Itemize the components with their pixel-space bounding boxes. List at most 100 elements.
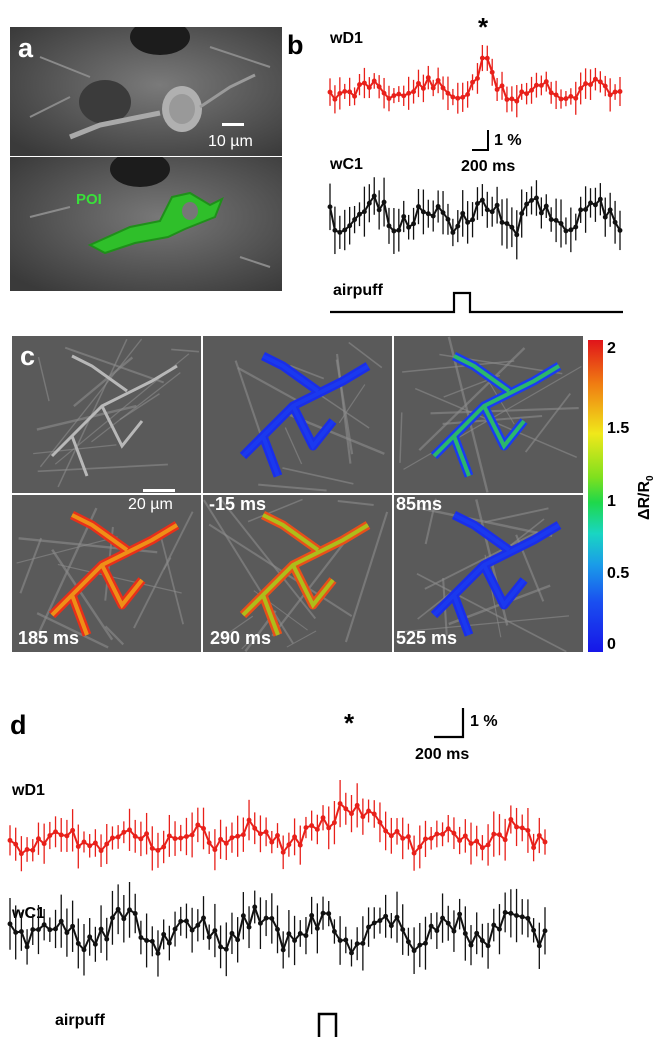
trace-point xyxy=(189,927,195,933)
trace-point xyxy=(115,906,121,912)
trace-point xyxy=(360,940,366,946)
trace-point xyxy=(81,839,87,845)
trace-point xyxy=(445,216,451,222)
trace-point xyxy=(489,209,495,215)
trace-point xyxy=(519,914,525,920)
trace-point xyxy=(349,811,354,817)
trace-point xyxy=(347,89,353,95)
trace-point xyxy=(558,221,564,226)
trace-point xyxy=(536,943,542,949)
trace-point xyxy=(451,830,457,836)
trace-point xyxy=(371,920,377,926)
trace-point xyxy=(109,915,115,921)
trace-point xyxy=(229,835,235,841)
trace-point xyxy=(411,948,417,954)
trace-point xyxy=(394,828,400,834)
colorbar-label: ΔR/R0 xyxy=(636,475,656,520)
trace-point xyxy=(440,915,446,921)
trace-point xyxy=(607,92,613,98)
trace-point xyxy=(405,939,411,945)
trace-point xyxy=(578,207,584,213)
trace-point xyxy=(166,940,172,946)
trace-point xyxy=(178,835,184,841)
panel-d-wc1-trace xyxy=(7,881,548,977)
trace-point xyxy=(357,211,362,217)
trace-point xyxy=(462,931,468,936)
trace-point xyxy=(366,85,372,91)
trace-point xyxy=(127,827,132,833)
trace-point xyxy=(218,836,224,842)
trace-point xyxy=(357,82,362,88)
trace-point xyxy=(98,848,104,854)
trace-point xyxy=(612,219,618,225)
trace-point xyxy=(386,223,392,229)
trace-point xyxy=(430,85,436,91)
trace-point xyxy=(361,209,367,215)
trace-point xyxy=(435,204,441,209)
trace-point xyxy=(508,910,514,916)
trace-point xyxy=(166,833,172,839)
panel-c-letter: c xyxy=(20,341,36,371)
panel-b-wd1-label: wD1 xyxy=(330,30,363,47)
trace-point xyxy=(257,831,263,837)
trace-point xyxy=(445,90,451,96)
frame-time-2: 85ms xyxy=(396,494,443,514)
trace-point xyxy=(337,938,343,943)
trace-point xyxy=(41,841,47,847)
trace-point xyxy=(24,944,30,950)
panel-a-bottom-micrograph xyxy=(10,157,282,291)
trace-point xyxy=(434,928,440,934)
panel-d-wd1-label: wD1 xyxy=(12,782,45,799)
trace-point xyxy=(371,78,377,84)
trace-point xyxy=(297,931,303,936)
trace-point xyxy=(455,223,461,229)
trace-point xyxy=(132,911,138,916)
trace-point xyxy=(428,923,434,929)
trace-point xyxy=(115,834,121,840)
trace-point xyxy=(18,929,24,934)
colorbar-tick-1.5: 1.5 xyxy=(607,420,630,437)
panel-d-scale-vertical: 1 % xyxy=(470,713,498,730)
trace-point xyxy=(479,938,485,944)
panel-a-scale-label: 10 µm xyxy=(208,133,253,150)
panel-c-micrographs xyxy=(12,336,583,653)
trace-point xyxy=(400,927,406,933)
trace-point xyxy=(376,84,382,90)
trace-point xyxy=(455,95,461,101)
trace-point xyxy=(423,940,428,946)
colorbar-label-sub: 0 xyxy=(645,475,657,481)
trace-point xyxy=(420,209,426,215)
trace-point xyxy=(70,827,76,833)
trace-point xyxy=(450,94,456,100)
trace-point xyxy=(465,219,471,225)
trace-point xyxy=(514,913,519,919)
trace-point xyxy=(531,927,537,933)
panel-a-image-top: 10 µm xyxy=(10,27,282,156)
trace-point xyxy=(391,228,397,234)
trace-point xyxy=(396,91,402,97)
panel-d-airpuff-label: airpuff xyxy=(55,1012,105,1029)
trace-point xyxy=(425,211,431,217)
panel-b-scalebar xyxy=(472,130,489,151)
trace-point xyxy=(252,904,258,910)
panel-d-scalebar xyxy=(434,708,465,739)
trace-point xyxy=(41,922,47,928)
trace-point xyxy=(460,94,466,100)
trace-point xyxy=(425,75,431,81)
trace-point xyxy=(172,836,178,842)
trace-point xyxy=(263,915,269,921)
colorbar xyxy=(588,340,603,652)
trace-point xyxy=(440,85,446,91)
trace-point xyxy=(183,918,189,924)
trace-point xyxy=(92,840,98,846)
trace-point xyxy=(303,933,309,939)
trace-point xyxy=(342,88,348,94)
panel-c-scale-label: 20 µm xyxy=(128,496,173,513)
panel-b-airpuff-label: airpuff xyxy=(333,282,383,299)
frame-time-5: 525 ms xyxy=(396,628,458,648)
trace-point xyxy=(269,915,275,921)
trace-point xyxy=(332,227,338,233)
trace-point xyxy=(87,843,93,849)
trace-point xyxy=(497,832,502,838)
trace-point xyxy=(361,80,367,86)
